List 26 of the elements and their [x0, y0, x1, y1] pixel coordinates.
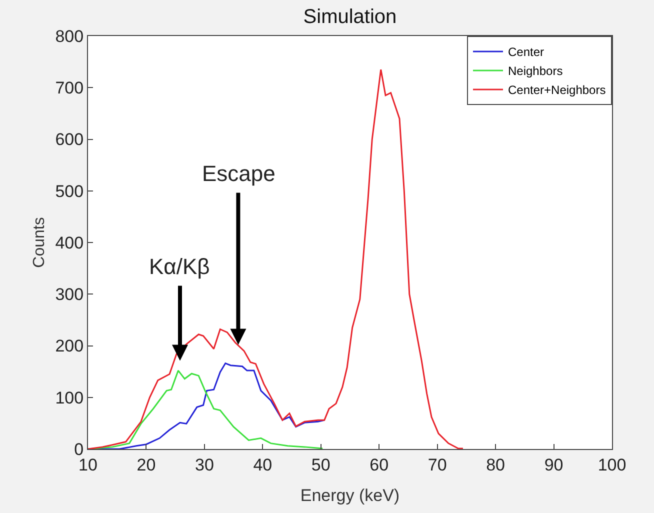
line-series — [88, 68, 464, 449]
x-tick-label: 30 — [194, 455, 214, 474]
y-tick-label: 300 — [55, 285, 84, 304]
y-axis-title: Counts — [31, 217, 48, 268]
x-tick-label: 40 — [253, 455, 272, 474]
x-tick-label: 100 — [598, 455, 626, 474]
x-tick-label: 50 — [311, 455, 330, 474]
chart-title: Simulation — [303, 6, 397, 28]
x-tick-label: 60 — [370, 455, 389, 474]
x-tick-label: 70 — [428, 455, 447, 474]
annotation: Kα/Kβ — [149, 254, 210, 279]
x-axis-title: Energy (keV) — [300, 486, 400, 505]
annotation: Escape — [202, 161, 276, 186]
y-tick-label: 700 — [55, 78, 84, 98]
legend-label: Neighbors — [508, 64, 563, 78]
legend-label: Center+Neighbors — [508, 83, 606, 98]
y-tick-label: 100 — [55, 388, 84, 408]
y-tick-label: 600 — [55, 130, 84, 150]
x-tick-label: 90 — [544, 455, 564, 474]
y-tick-label: 200 — [55, 336, 84, 356]
y-tick-label: 500 — [55, 182, 84, 201]
y-tick-label: 400 — [55, 233, 84, 252]
y-tick-label: 800 — [55, 26, 84, 46]
legend-label: Center — [508, 45, 544, 60]
x-tick-label: 80 — [486, 455, 506, 474]
x-tick-label: 20 — [136, 455, 156, 474]
